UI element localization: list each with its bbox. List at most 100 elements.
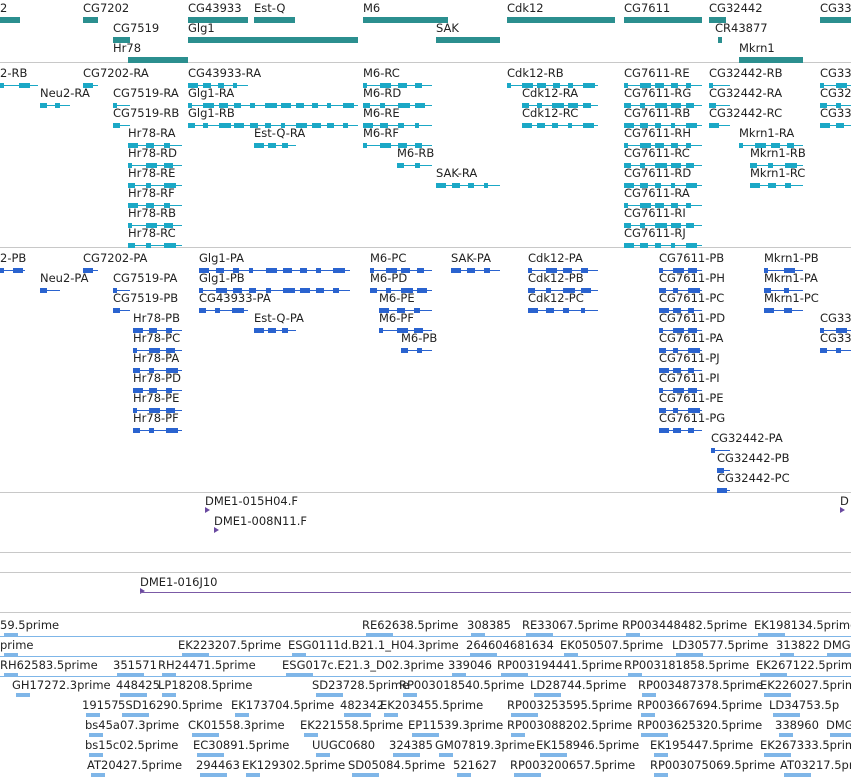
transcript-label[interactable]: CG32442-RC (709, 106, 783, 120)
est-label[interactable]: EK223207.5prime (178, 638, 282, 652)
protein-label[interactable]: CG7611-PD (659, 311, 726, 325)
est-label[interactable]: 351571 (113, 658, 157, 672)
transcript-label[interactable]: CG43933-RA (188, 66, 262, 80)
est-label[interactable]: EK173704.5prime (231, 698, 335, 712)
est-label[interactable]: EK195447.5prime (650, 738, 754, 752)
transcript-label[interactable]: Cdk12-RC (522, 106, 579, 120)
transcript-label[interactable]: SAK-RA (436, 166, 478, 180)
protein-label[interactable]: Glg1-PA (199, 251, 244, 265)
est-label[interactable]: ESG0111d.B21.1_H04.3prime (288, 638, 459, 652)
est-label[interactable]: RP003088202.5prime (507, 718, 633, 732)
transcript-label[interactable]: Mkrn1-RB (750, 146, 806, 160)
protein-label[interactable]: Hr78-PF (133, 411, 179, 425)
gene-label[interactable]: Glg1 (188, 21, 215, 35)
protein-label[interactable]: Neu2-PA (40, 271, 89, 285)
est-label[interactable]: LP18208.5prime (158, 678, 253, 692)
gene-label[interactable]: SAK (436, 21, 459, 35)
transcript-label[interactable]: CG33 (820, 66, 851, 80)
transcript-label[interactable]: CG32442-RB (709, 66, 783, 80)
transcript-label[interactable]: Hr78-RB (128, 206, 177, 220)
protein-label[interactable]: CG32442-PA (711, 431, 783, 445)
transcript-label[interactable]: CG7611-RI (624, 206, 686, 220)
est-label[interactable]: RE33067.5prime (522, 618, 619, 632)
gene-label[interactable]: CG7611 (624, 1, 671, 15)
protein-label[interactable]: CG7611-PE (659, 391, 724, 405)
est-label[interactable]: SD05084.5prime (348, 758, 446, 772)
protein-label[interactable]: Hr78-PC (133, 331, 181, 345)
gene-label[interactable]: Cdk12 (507, 1, 544, 15)
transcript-label[interactable]: Hr78-RE (128, 166, 176, 180)
transcript-label[interactable]: M6-RB (397, 146, 435, 160)
protein-label[interactable]: CG7202-PA (83, 251, 148, 265)
est-label[interactable]: 59.5prime (0, 618, 60, 632)
transcript-label[interactable]: CG7611-RB (624, 106, 691, 120)
est-label[interactable]: EK267122.5prime (756, 658, 851, 672)
transcript-label[interactable]: M6-RC (363, 66, 400, 80)
protein-label[interactable]: CG7611-PJ (659, 351, 720, 365)
est-label[interactable]: 264604681634 (466, 638, 554, 652)
est-label[interactable]: LD28744.5prime (530, 678, 627, 692)
transcript-label[interactable]: M6-RF (363, 126, 399, 140)
protein-label[interactable]: CG7519-PA (113, 271, 178, 285)
est-label[interactable]: RP003667694.5prime (637, 698, 763, 712)
protein-label[interactable]: Mkrn1-PB (764, 251, 819, 265)
transcript-label[interactable]: CG7611-RA (624, 186, 690, 200)
protein-label[interactable]: CG33 (820, 311, 851, 325)
protein-label[interactable]: CG43933-PA (199, 291, 271, 305)
protein-label[interactable]: CG32442-PB (717, 451, 790, 465)
est-label[interactable]: RP003181858.5prime (624, 658, 750, 672)
transcript-label[interactable]: Hr78-RA (128, 126, 176, 140)
est-label[interactable]: 324385 (389, 738, 433, 752)
est-label[interactable]: RE62638.5prime (362, 618, 459, 632)
transcript-label[interactable]: CG7519-RB (113, 106, 180, 120)
transcript-label[interactable]: CG7202-RA (83, 66, 149, 80)
clone-label[interactable]: DME1-008N11.F (214, 514, 307, 528)
est-label[interactable]: EK050507.5prime (560, 638, 664, 652)
protein-label[interactable]: CG7519-PB (113, 291, 179, 305)
protein-label[interactable]: CG7611-PC (659, 291, 725, 305)
est-label[interactable]: LD34753.5p (769, 698, 840, 712)
est-label[interactable]: bs15c02.5prime (85, 738, 179, 752)
protein-label[interactable]: CG7611-PH (659, 271, 725, 285)
est-label[interactable]: RP003448482.5prime (622, 618, 748, 632)
clone-label[interactable]: DME1-016J10 (140, 575, 218, 589)
est-label[interactable]: 521627 (453, 758, 497, 772)
est-label[interactable]: EK198134.5prime (754, 618, 851, 632)
transcript-label[interactable]: CG7611-RE (624, 66, 690, 80)
est-label[interactable]: EK158946.5prime (536, 738, 640, 752)
transcript-label[interactable]: CG7611-RJ (624, 226, 686, 240)
gene-label[interactable]: CG43933 (188, 1, 242, 15)
est-label[interactable]: 308385 (467, 618, 511, 632)
est-label[interactable]: prime (0, 638, 34, 652)
protein-label[interactable]: Glg1-PB (199, 271, 245, 285)
transcript-label[interactable]: M6-RD (363, 86, 402, 100)
est-label[interactable]: RP003487378.5prime (638, 678, 764, 692)
est-label[interactable]: LD30577.5prime (672, 638, 769, 652)
est-label[interactable]: DMG (826, 718, 851, 732)
gene-label[interactable]: CG7519 (113, 21, 160, 35)
transcript-label[interactable]: CG32442-RA (709, 86, 783, 100)
est-label[interactable]: ESG017c.E21.3_D02.3prime (282, 658, 444, 672)
gene-label[interactable]: CG33 (820, 1, 851, 15)
transcript-label[interactable]: Hr78-RC (128, 226, 176, 240)
protein-label[interactable]: Cdk12-PB (528, 271, 584, 285)
est-label[interactable]: 339046 (448, 658, 492, 672)
protein-label[interactable]: 2-PB (0, 251, 27, 265)
gene-label[interactable]: CG7202 (83, 1, 130, 15)
est-label[interactable]: GH17272.3prime (12, 678, 111, 692)
transcript-label[interactable]: Cdk12-RB (507, 66, 564, 80)
protein-label[interactable]: Hr78-PE (133, 391, 180, 405)
gene-label[interactable]: CG32442 (709, 1, 763, 15)
protein-label[interactable]: Mkrn1-PA (764, 271, 818, 285)
protein-label[interactable]: Hr78-PD (133, 371, 181, 385)
est-label[interactable]: 294463 (196, 758, 240, 772)
clone-label[interactable]: D (840, 494, 849, 508)
est-label[interactable]: 19157 (82, 698, 119, 712)
est-label[interactable]: GM07819.3prime (435, 738, 535, 752)
gene-label[interactable]: 2 (0, 1, 8, 15)
protein-label[interactable]: CG7611-PA (659, 331, 724, 345)
protein-label[interactable]: M6-PC (370, 251, 407, 265)
est-label[interactable]: EK221558.5prime (300, 718, 404, 732)
gene-label[interactable]: M6 (363, 1, 381, 15)
est-label[interactable]: RP003194441.5prime (497, 658, 623, 672)
